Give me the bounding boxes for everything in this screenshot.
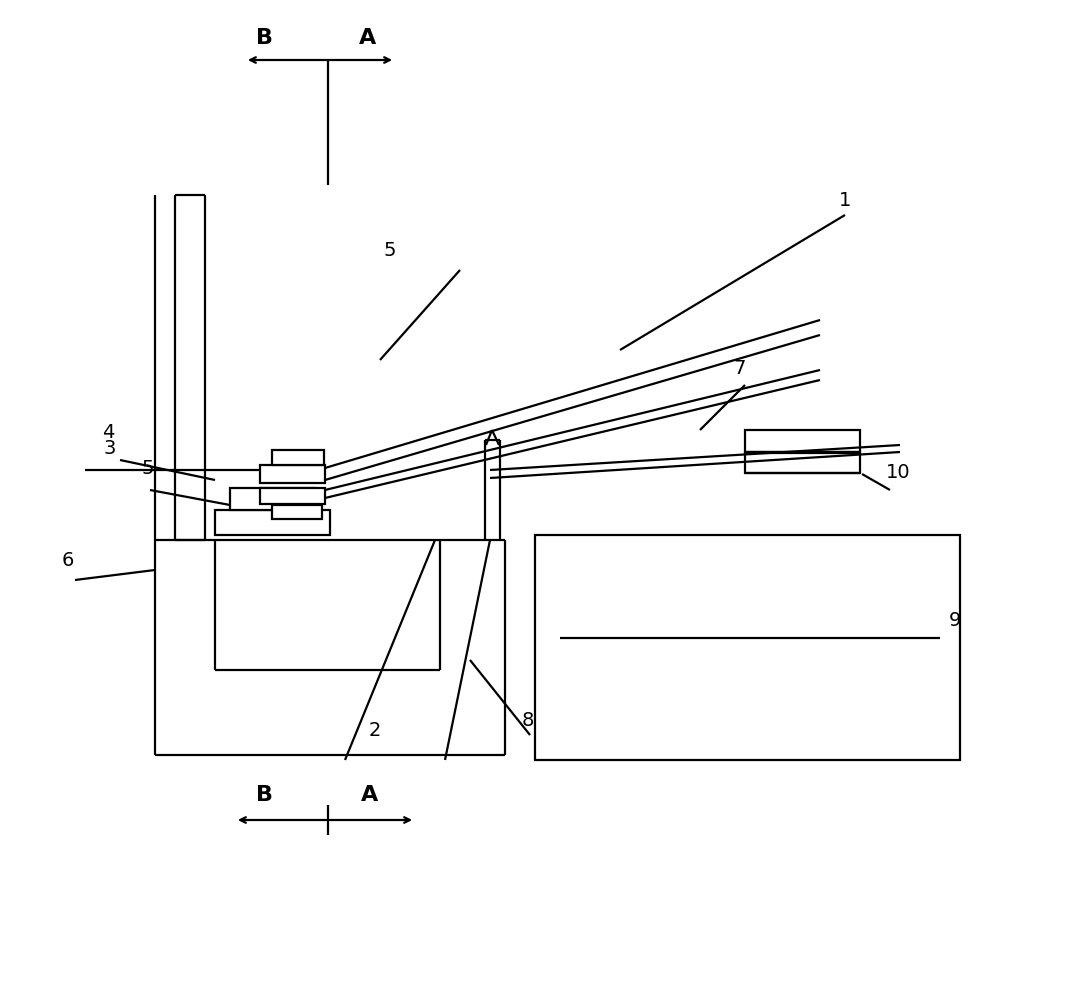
Text: 5: 5 [141, 458, 154, 477]
Bar [272, 505, 322, 519]
Text: A: A [361, 785, 379, 805]
Text: A: A [360, 28, 377, 48]
Text: 5: 5 [383, 241, 396, 259]
Text: 6: 6 [62, 550, 74, 570]
Bar [745, 453, 860, 473]
Text: 1: 1 [839, 190, 851, 209]
Bar [536, 535, 960, 760]
Text: 8: 8 [522, 711, 534, 730]
Text: 4: 4 [102, 422, 115, 442]
Text: 2: 2 [368, 721, 381, 740]
Bar [215, 510, 330, 535]
Text: B: B [256, 785, 273, 805]
Text: 7: 7 [734, 359, 746, 378]
Bar [230, 488, 315, 510]
Text: B: B [256, 28, 273, 48]
Bar [272, 450, 325, 465]
Bar [745, 430, 860, 452]
Bar [260, 465, 325, 483]
Bar [260, 488, 325, 504]
Text: 9: 9 [949, 610, 961, 629]
Text: 10: 10 [886, 462, 910, 481]
Text: 3: 3 [104, 439, 116, 458]
